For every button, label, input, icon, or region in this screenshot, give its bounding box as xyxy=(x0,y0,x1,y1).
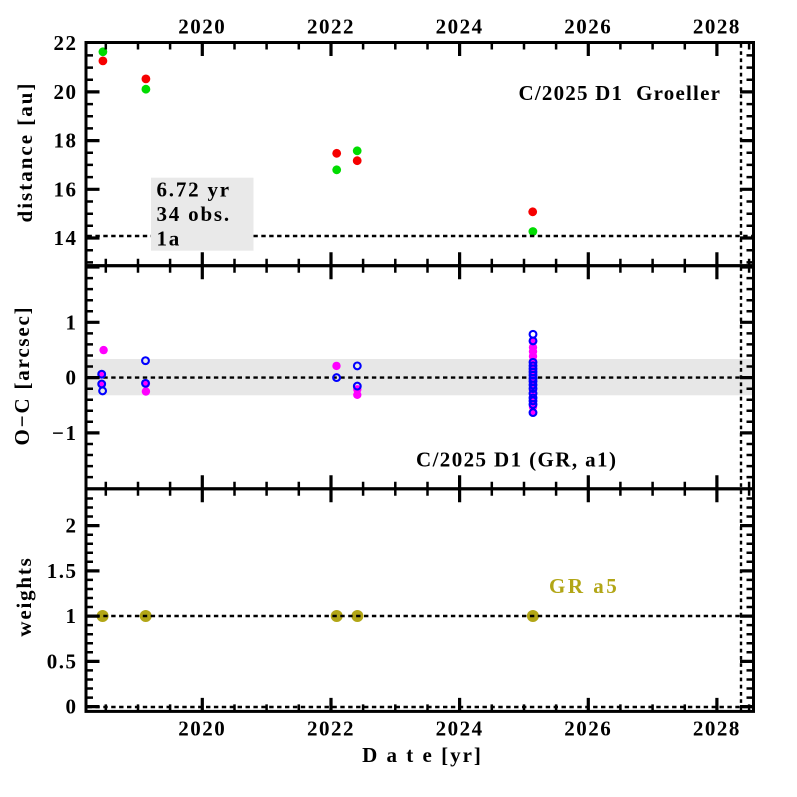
svg-text:weights: weights xyxy=(12,556,36,636)
svg-text:1a: 1a xyxy=(157,227,182,251)
svg-text:2: 2 xyxy=(66,514,78,538)
svg-text:2024: 2024 xyxy=(436,717,484,741)
svg-text:2028: 2028 xyxy=(693,15,741,39)
svg-text:GR a5: GR a5 xyxy=(549,574,619,598)
svg-text:2026: 2026 xyxy=(564,15,612,39)
svg-text:0: 0 xyxy=(66,695,78,719)
svg-text:0.5: 0.5 xyxy=(47,649,78,673)
svg-text:16: 16 xyxy=(54,177,78,201)
svg-text:14: 14 xyxy=(54,226,78,250)
svg-text:1: 1 xyxy=(66,604,78,628)
svg-text:34 obs.: 34 obs. xyxy=(157,202,231,226)
svg-text:C/2025 D1 (GR, a1): C/2025 D1 (GR, a1) xyxy=(416,448,617,472)
svg-text:2022: 2022 xyxy=(307,717,355,741)
svg-text:1.5: 1.5 xyxy=(47,559,78,583)
svg-text:O−C [arcsec]: O−C [arcsec] xyxy=(10,306,34,446)
svg-text:6.72 yr: 6.72 yr xyxy=(157,178,231,202)
svg-text:2028: 2028 xyxy=(693,717,741,741)
svg-text:1: 1 xyxy=(66,310,78,334)
svg-text:distance [au]: distance [au] xyxy=(13,82,37,223)
svg-text:D a t e [yr]: D a t e [yr] xyxy=(362,743,483,767)
svg-text:20: 20 xyxy=(54,80,78,104)
svg-text:2022: 2022 xyxy=(307,15,355,39)
svg-text:0: 0 xyxy=(66,366,78,390)
svg-text:−1: −1 xyxy=(52,421,77,445)
svg-text:2020: 2020 xyxy=(178,717,226,741)
svg-text:2024: 2024 xyxy=(436,15,484,39)
svg-text:2020: 2020 xyxy=(178,15,226,39)
svg-text:18: 18 xyxy=(54,129,78,153)
svg-text:C/2025 D1 Groeller: C/2025 D1 Groeller xyxy=(519,81,722,105)
svg-text:2026: 2026 xyxy=(564,717,612,741)
svg-text:22: 22 xyxy=(54,31,78,55)
